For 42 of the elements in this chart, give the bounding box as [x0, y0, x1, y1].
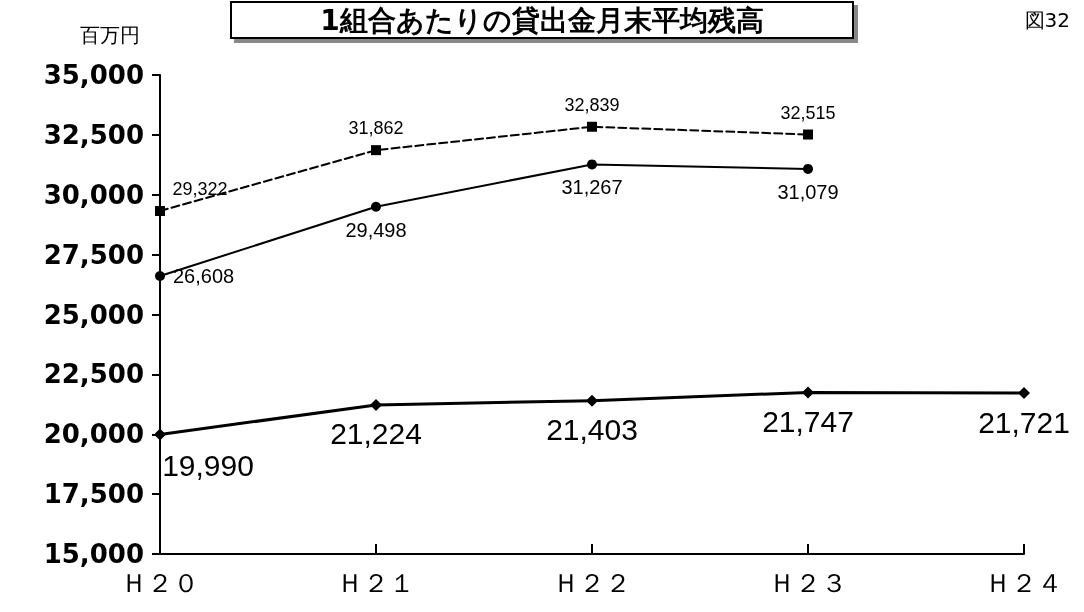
- point: [587, 159, 597, 170]
- point: [586, 394, 598, 407]
- point: [371, 145, 381, 156]
- y-tick-label: 25,000: [43, 299, 144, 330]
- point: [1018, 387, 1030, 400]
- data-label: 21,403: [546, 413, 638, 447]
- data-label: 31,862: [348, 118, 404, 139]
- y-tick-label: 32,500: [43, 119, 144, 150]
- data-label: 29,322: [172, 178, 228, 199]
- x-tick-label: Ｈ２０: [121, 568, 199, 598]
- y-tick-label: 17,500: [43, 479, 144, 510]
- point: [370, 398, 382, 411]
- data-label: 31,079: [777, 180, 839, 203]
- data-label: 31,267: [561, 176, 623, 199]
- y-tick-label: 20,000: [43, 419, 144, 450]
- x-tick-label: Ｈ２１: [337, 568, 415, 598]
- point: [803, 163, 813, 174]
- y-axis-title: 百万円: [80, 23, 140, 47]
- point: [802, 386, 814, 399]
- y-tick-label: 22,500: [43, 359, 144, 390]
- y-tick-label: 27,500: [43, 239, 144, 270]
- data-label: 32,839: [564, 94, 620, 115]
- point: [155, 205, 165, 216]
- data-label: 21,224: [330, 417, 422, 451]
- x-tick-label: Ｈ２４: [985, 568, 1063, 598]
- point: [155, 270, 165, 281]
- point: [587, 121, 597, 132]
- x-tick-label: Ｈ２２: [553, 568, 631, 598]
- point: [803, 129, 813, 140]
- data-label: 21,747: [762, 404, 854, 438]
- x-tick-label: Ｈ２３: [769, 568, 847, 598]
- data-label: 21,721: [978, 405, 1070, 439]
- caption: 図32: [1024, 8, 1070, 32]
- data-label: 19,990: [162, 448, 254, 482]
- chart-title: 1組合あたりの貸出金月末平均残高: [320, 3, 764, 37]
- y-tick-label: 35,000: [43, 60, 144, 90]
- y-tick-label: 15,000: [43, 539, 144, 569]
- data-label: 32,515: [780, 102, 836, 123]
- y-tick-label: 30,000: [43, 179, 144, 210]
- data-label: 29,498: [345, 218, 407, 241]
- data-label: 26,608: [173, 264, 235, 287]
- point: [371, 201, 381, 212]
